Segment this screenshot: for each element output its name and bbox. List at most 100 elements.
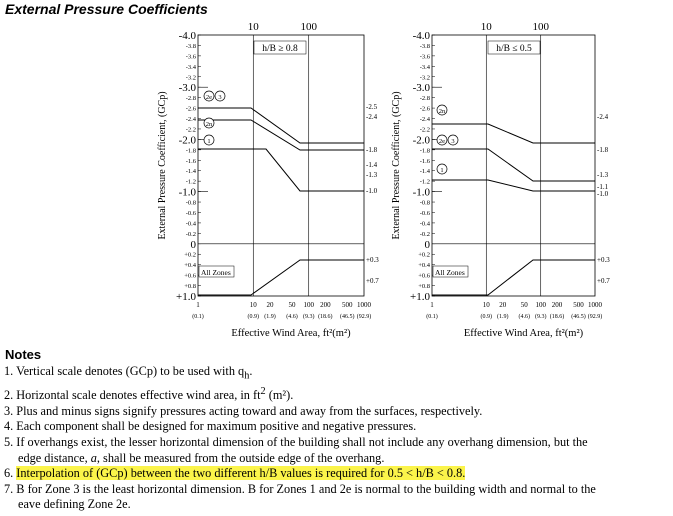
- notes-heading: Notes: [5, 347, 42, 362]
- right-value-label: -1.3: [366, 171, 378, 179]
- zone-circle: [436, 134, 448, 146]
- plot-frame: [197, 34, 365, 297]
- coefficient-line: [432, 123, 595, 144]
- zone-label: 3: [218, 94, 221, 101]
- note-4: 4. Each component shall be designed for …: [4, 419, 417, 434]
- note-2-end: (m²).: [265, 388, 294, 403]
- chart-h-over-b-ge-0.8: 10 100-4.0-3.8-3.6-3.4-3.2-3.0-2.8-2.6-2.…: [157, 21, 379, 339]
- x-tick-label-ft: 10: [250, 301, 258, 309]
- y-tick-label: -0.6: [420, 210, 431, 217]
- all-zones-box: [432, 265, 469, 278]
- y-tick-label: +0.6: [418, 273, 431, 280]
- zone-label: 1: [207, 138, 210, 145]
- zone-label: 2n: [206, 121, 213, 128]
- y-tick-label: -3.6: [420, 53, 431, 60]
- note-7-line-1: 7. B for Zone 3 is the least horizontal …: [4, 481, 596, 496]
- x-tick-label-ft: 50: [288, 301, 296, 309]
- right-value-label: -1.0: [366, 187, 378, 195]
- note-6-number: 6.: [4, 466, 17, 481]
- x-tick-label-m: (46.5): [571, 313, 586, 320]
- note-7-line-2: eave defining Zone 2e.: [18, 497, 131, 512]
- y-tick-label: -1.0: [179, 187, 197, 199]
- y-tick-label: -2.0: [179, 134, 197, 146]
- y-tick-label: -2.6: [186, 106, 197, 113]
- y-tick-label: +1.0: [410, 291, 430, 303]
- top-tick-label: 10: [248, 21, 260, 33]
- y-tick-label: -3.2: [186, 74, 196, 81]
- zone-circle: [203, 134, 215, 146]
- plot-frame: [431, 34, 596, 297]
- x-tick-label-m: (18.6): [550, 313, 565, 320]
- zone-circle: [436, 163, 448, 175]
- note-7: 7. B for Zone 3 is the least horizontal …: [4, 482, 668, 513]
- x-tick-label-ft: 1: [430, 301, 434, 309]
- y-tick-label: -4.0: [179, 30, 197, 42]
- chart-h-over-b-le-0.5: 10 100-4.0-3.8-3.6-3.4-3.2-3.0-2.8-2.6-2.…: [391, 21, 610, 339]
- right-value-label: -1.4: [366, 161, 378, 169]
- top-tick-label: 10: [481, 21, 493, 33]
- y-tick-label: -2.0: [413, 134, 431, 146]
- y-tick-label: -0.4: [186, 220, 197, 227]
- x-tick-label-m: (9.3): [303, 313, 315, 320]
- note-1-end: .: [249, 364, 253, 378]
- x-tick-label-ft: 1000: [357, 301, 372, 309]
- ratio-label: h/B ≤ 0.5: [496, 44, 532, 54]
- zone-label: 3: [451, 138, 454, 145]
- y-tick-label: +1.0: [176, 291, 196, 303]
- x-tick-label-m: (0.1): [426, 313, 438, 320]
- x-tick-label-m: (92.9): [357, 313, 372, 320]
- x-tick-label-ft: 100: [535, 301, 546, 309]
- x-tick-label-ft: 200: [552, 301, 563, 309]
- y-tick-label: -0.4: [420, 220, 431, 227]
- coefficient-line: [198, 148, 364, 192]
- right-value-label: -1.1: [597, 183, 609, 191]
- note-1: 1. Vertical scale denotes (GCp) to be us…: [4, 364, 668, 384]
- ratio-label-box: [487, 40, 541, 55]
- y-tick-label: -1.8: [186, 147, 196, 154]
- y-tick-label: -3.0: [179, 82, 197, 94]
- x-tick-label-ft: 1000: [588, 301, 603, 309]
- coefficient-line: [198, 119, 364, 151]
- top-tick-label: 100: [300, 21, 317, 33]
- x-tick-label-m: (4.6): [519, 313, 531, 320]
- y-axis-label: External Pressure Coefficient, (GCp): [157, 91, 168, 239]
- y-tick-label: -3.2: [420, 74, 430, 81]
- x-tick-label-m: (4.6): [286, 313, 298, 320]
- y-axis-label: External Pressure Coefficient, (GCp): [391, 91, 402, 239]
- right-value-label: +0.7: [366, 277, 379, 285]
- x-tick-label-ft: 20: [499, 301, 507, 309]
- zone-circle: [203, 90, 215, 102]
- note-5: 5. If overhangs exist, the lesser horizo…: [4, 435, 668, 466]
- x-tick-label-ft: 50: [521, 301, 529, 309]
- y-tick-label: -1.4: [420, 168, 431, 175]
- note-5-line-2-start: edge distance,: [18, 450, 91, 465]
- x-tick-label-ft: 200: [320, 301, 331, 309]
- x-tick-label-m: (18.6): [318, 313, 333, 320]
- x-axis-label: Effective Wind Area, ft²(m²): [464, 328, 584, 339]
- y-tick-label: -3.4: [420, 64, 431, 71]
- y-tick-label: -2.4: [420, 116, 431, 123]
- top-tick-label: 100: [532, 21, 549, 33]
- y-tick-label: +0.4: [418, 262, 431, 269]
- y-tick-label: -2.6: [420, 106, 431, 113]
- y-tick-label: 0: [191, 239, 197, 251]
- y-tick-label: -2.2: [186, 126, 196, 133]
- y-tick-label: -0.2: [186, 231, 196, 238]
- right-value-label: +0.7: [597, 277, 610, 285]
- y-tick-label: -0.8: [420, 200, 430, 207]
- all-zones-box: [198, 265, 235, 278]
- notes-list: 1. Vertical scale denotes (GCp) to be us…: [4, 364, 668, 513]
- y-tick-label: 0: [425, 239, 431, 251]
- right-value-label: +0.3: [597, 256, 610, 264]
- zone-circle: [447, 134, 459, 146]
- zone-circle: [214, 90, 226, 102]
- note-6: 6. Interpolation of (GCp) between the tw…: [4, 466, 668, 482]
- y-tick-label: -0.8: [186, 200, 196, 207]
- right-value-label: +0.3: [366, 256, 379, 264]
- note-5-line-2: edge distance, a, shall be measured from…: [4, 451, 384, 465]
- note-3: 3. Plus and minus signs signify pressure…: [4, 403, 483, 418]
- y-tick-label: -1.4: [186, 168, 197, 175]
- y-tick-label: -3.4: [186, 64, 197, 71]
- y-tick-label: -1.8: [420, 147, 430, 154]
- coefficient-line: [432, 179, 595, 192]
